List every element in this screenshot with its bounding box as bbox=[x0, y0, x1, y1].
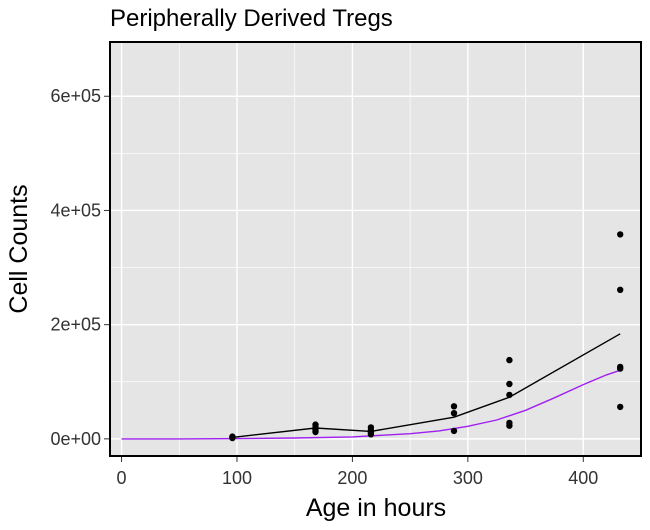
data-point bbox=[506, 422, 513, 429]
plot-border bbox=[109, 41, 642, 457]
data-point bbox=[450, 403, 458, 410]
x-tick-label: 0 bbox=[117, 468, 127, 488]
data-point bbox=[506, 380, 513, 388]
data-point bbox=[617, 403, 624, 411]
data-point bbox=[367, 431, 375, 438]
x-tick-label: 400 bbox=[568, 468, 598, 488]
x-axis: 0 100 200 300 400 bbox=[117, 457, 598, 488]
x-axis-title: Age in hours bbox=[306, 494, 446, 522]
x-tick-label: 200 bbox=[337, 468, 367, 488]
data-point bbox=[229, 434, 236, 442]
y-tick-label: 4e+05 bbox=[50, 200, 101, 220]
data-point bbox=[617, 365, 624, 372]
x-tick-label: 300 bbox=[453, 468, 483, 488]
x-tick-label: 100 bbox=[222, 468, 252, 488]
y-axis: 0e+00 2e+05 4e+05 6e+05 bbox=[50, 86, 109, 449]
y-tick-label: 6e+05 bbox=[50, 86, 101, 106]
chart-title: Peripherally Derived Tregs bbox=[110, 5, 393, 32]
plot-panel bbox=[109, 41, 642, 457]
data-point bbox=[617, 231, 624, 238]
y-tick-label: 2e+05 bbox=[50, 315, 101, 335]
data-point bbox=[450, 410, 458, 417]
y-tick-label: 0e+00 bbox=[50, 429, 101, 449]
y-axis-title: Cell Counts bbox=[5, 184, 33, 313]
data-point bbox=[506, 391, 513, 399]
data-point bbox=[450, 427, 458, 435]
data-points bbox=[229, 231, 624, 442]
data-point bbox=[617, 286, 624, 293]
data-point bbox=[506, 356, 513, 364]
data-point bbox=[312, 428, 319, 436]
mean-line bbox=[232, 333, 621, 439]
